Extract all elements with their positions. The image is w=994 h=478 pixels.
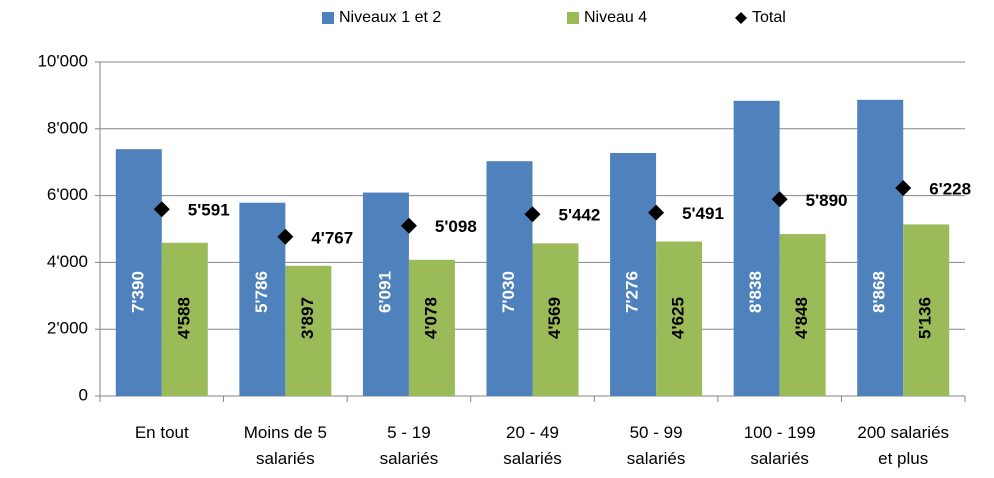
marker [895,179,912,196]
y-tick-label: 6'000 [47,185,88,204]
bar-value-label: 8'868 [870,271,889,313]
bar [733,100,780,397]
y-tick-label: 10'000 [37,51,88,70]
y-tick-label: 8'000 [47,118,88,137]
bar-value-label: 7'030 [499,271,518,313]
y-tick-label: 0 [79,385,88,404]
y-tick-label: 4'000 [47,252,88,271]
marker [648,204,665,221]
bar [486,161,533,396]
x-tick-label: 5 - 19 salariés [379,423,439,468]
bar-value-label: 4'569 [545,297,564,339]
bar-value-label: 5'786 [252,271,271,313]
bar-value-label: 8'838 [746,271,765,313]
bar [161,242,208,396]
bar-value-label: 4'848 [792,297,811,339]
marker [400,217,417,234]
marker [771,191,788,208]
bar [408,259,455,396]
bar [115,149,162,396]
point-value-label: 5'890 [806,191,848,210]
legend-label: Total [752,9,786,26]
bar [239,202,286,396]
bar [362,192,409,396]
bar [656,241,703,396]
y-tick-label: 2'000 [47,319,88,338]
bar [857,99,904,396]
bar [285,265,332,396]
x-tick-label: 50 - 99 salariés [626,423,686,468]
point-value-label: 5'591 [188,201,230,220]
bar-value-label: 4'078 [421,297,440,339]
bar [532,243,579,396]
point-value-label: 5'098 [435,217,477,236]
point-value-label: 4'767 [311,228,353,247]
point-value-label: 5'491 [682,204,724,223]
x-tick-label: Moins de 5 salariés [243,423,327,468]
marker [153,201,170,218]
bar [779,234,826,396]
bar-value-label: 5'136 [916,297,935,339]
bar [903,224,950,396]
x-tick-label: 200 salariés et plus [857,423,950,468]
marker [524,206,541,223]
x-tick-label: 20 - 49 salariés [503,423,562,468]
bar [610,152,657,396]
point-value-label: 6'228 [929,179,971,198]
bar-value-label: 6'091 [375,271,394,313]
legend-label: Niveau 4 [584,9,647,26]
x-tick-label: En tout [134,423,189,442]
bar-value-label: 3'897 [298,297,317,339]
legend-swatch [322,12,334,24]
bar-value-label: 4'625 [669,297,688,339]
legend-swatch [735,12,747,24]
bar-value-label: 4'588 [174,297,193,339]
marker [277,228,294,245]
x-tick-label: 100 - 199 salariés [743,423,816,468]
bar-value-label: 7'390 [128,271,147,313]
point-value-label: 5'442 [559,206,601,225]
legend-label: Niveaux 1 et 2 [339,9,441,26]
legend-swatch [567,12,579,24]
bar-value-label: 7'276 [623,271,642,313]
